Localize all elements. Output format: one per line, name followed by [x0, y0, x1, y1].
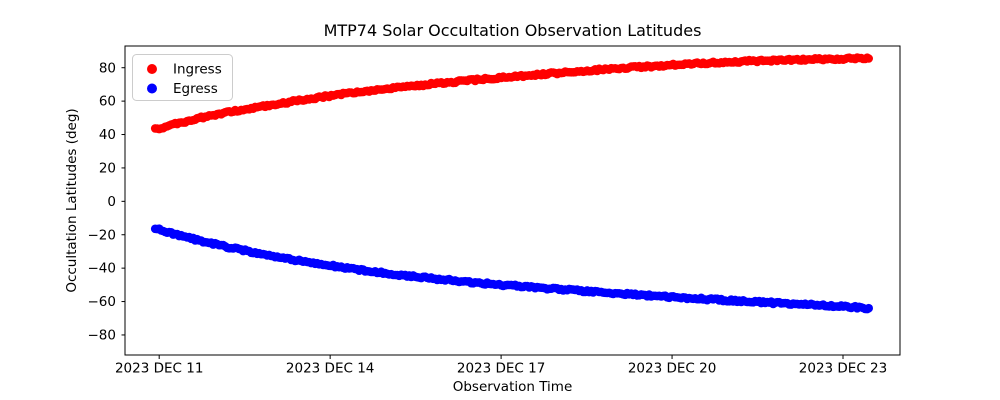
svg-text:2023 DEC 20: 2023 DEC 20	[628, 361, 716, 377]
legend-label-ingress: Ingress	[173, 62, 222, 78]
svg-text:0: 0	[107, 194, 116, 210]
legend-box	[132, 54, 233, 101]
svg-text:2023 DEC 14: 2023 DEC 14	[286, 361, 374, 377]
svg-text:60: 60	[99, 94, 116, 110]
legend-marker-egress-icon	[147, 83, 157, 94]
y-axis-label: Occultation Latitudes (deg)	[64, 108, 80, 292]
svg-text:−60: −60	[88, 294, 117, 310]
x-axis-label: Observation Time	[453, 379, 573, 395]
axes-frame	[124, 45, 901, 356]
svg-text:20: 20	[99, 161, 116, 177]
legend-marker-ingress-icon	[147, 64, 157, 74]
legend-label-egress: Egress	[173, 81, 218, 97]
legend: Ingress Egress	[132, 54, 233, 101]
svg-text:2023 DEC 23: 2023 DEC 23	[799, 361, 887, 377]
chart-title: MTP74 Solar Occultation Observation Lati…	[324, 21, 702, 40]
svg-text:−40: −40	[88, 261, 117, 277]
scatter-series-ingress	[150, 53, 873, 134]
x-axis-ticks: 2023 DEC 11 2023 DEC 14 2023 DEC 17 2023 DE…	[115, 355, 887, 377]
svg-text:80: 80	[99, 60, 116, 76]
scatter-layer	[150, 53, 873, 314]
plot-background	[125, 46, 900, 355]
scatter-series-egress	[150, 224, 873, 314]
svg-text:−80: −80	[88, 328, 117, 344]
svg-text:−20: −20	[88, 227, 117, 243]
svg-text:40: 40	[99, 127, 116, 143]
svg-text:2023 DEC 11: 2023 DEC 11	[115, 361, 203, 377]
svg-text:2023 DEC 17: 2023 DEC 17	[457, 361, 545, 377]
y-axis-ticks: 80 60 40 20 0 −20 −40 −60 −80	[88, 60, 125, 344]
